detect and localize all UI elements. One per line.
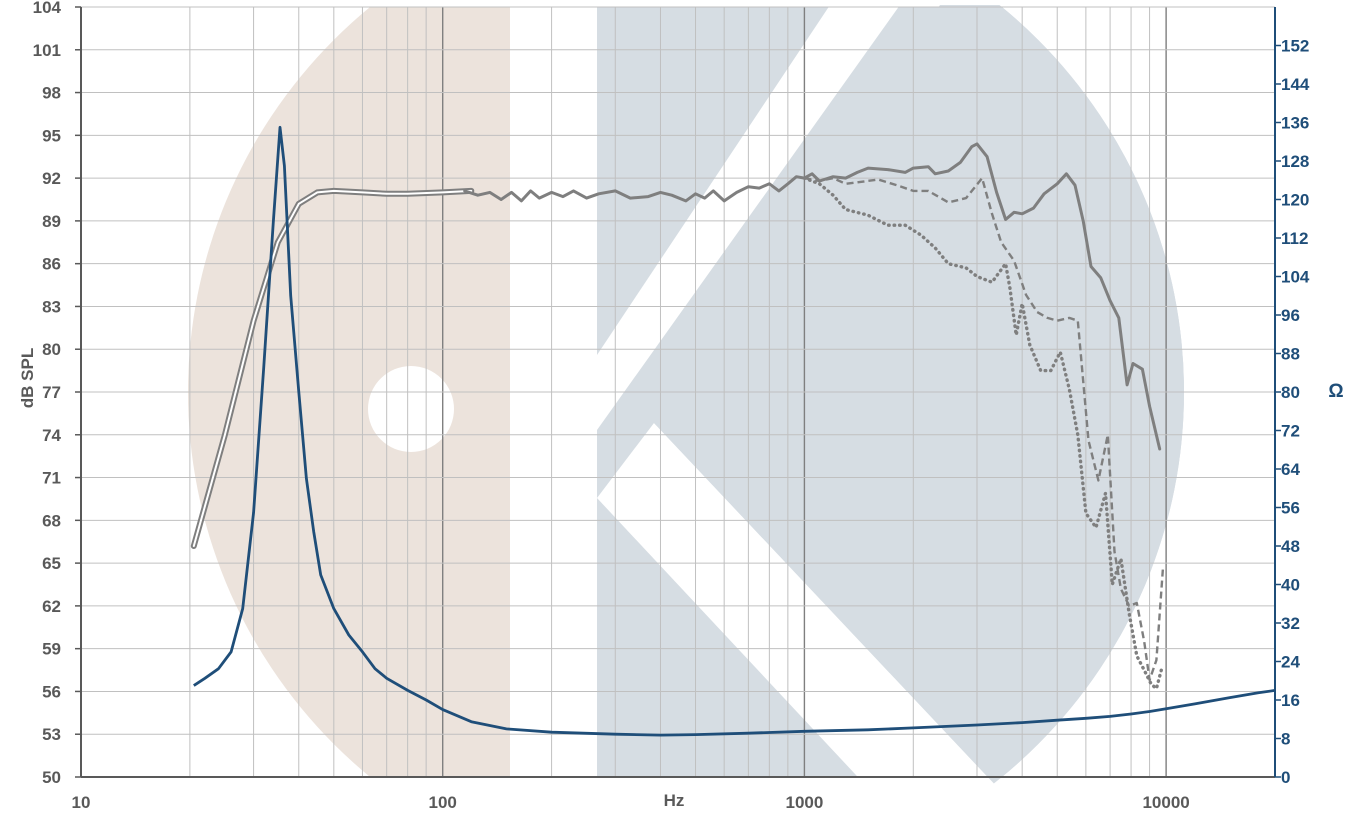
- left-tick-label: 89: [42, 212, 61, 231]
- series-line: [802, 176, 1163, 691]
- left-tick-label: 104: [33, 0, 62, 17]
- logo-k-arm: [654, 5, 1184, 790]
- right-tick-label: 136: [1281, 114, 1309, 133]
- left-tick-label: 101: [33, 41, 61, 60]
- left-tick-label: 50: [42, 768, 61, 787]
- left-tick-label: 68: [42, 511, 61, 530]
- right-tick-label: 64: [1281, 460, 1300, 479]
- left-tick-label: 53: [42, 725, 61, 744]
- right-tick-label: 88: [1281, 345, 1300, 364]
- right-tick-label: 56: [1281, 499, 1300, 518]
- left-tick-label: 77: [42, 383, 61, 402]
- right-tick-label: 24: [1281, 653, 1300, 672]
- left-axis-ticks: 104 101 98 95 92 89 86 83 80 77 74 71 68 65 62 59 56 53 50: [33, 0, 81, 787]
- left-tick-label: 98: [42, 84, 61, 103]
- logo-gap-lower: [597, 423, 1000, 790]
- left-tick-label: 71: [42, 469, 61, 488]
- right-tick-label: 48: [1281, 537, 1300, 556]
- x-tick-label: 1000: [785, 793, 823, 812]
- data-series: [190, 125, 1276, 737]
- right-tick-label: 104: [1281, 268, 1310, 287]
- right-tick-label: 120: [1281, 191, 1309, 210]
- left-tick-label: 80: [42, 340, 61, 359]
- logo-disc: [188, 5, 1184, 790]
- series-0-double: [190, 187, 475, 549]
- left-tick-label: 56: [42, 682, 61, 701]
- series-3-dotted: [802, 176, 1163, 691]
- right-tick-label: 80: [1281, 383, 1300, 402]
- left-tick-label: 95: [42, 126, 61, 145]
- y-axis-title: dB SPL: [18, 348, 37, 408]
- right-tick-label: 128: [1281, 152, 1309, 171]
- right-tick-label: 96: [1281, 306, 1300, 325]
- x-axis-title: Hz: [664, 791, 685, 810]
- right-tick-label: 144: [1281, 75, 1310, 94]
- right-tick-label: 112: [1281, 229, 1308, 248]
- right-tick-label: 32: [1281, 614, 1300, 633]
- x-tick-label: 100: [429, 793, 457, 812]
- x-axis-ticks: 10 100 1000 10000: [72, 793, 1190, 812]
- series-line: [193, 125, 1276, 737]
- right-tick-label: 72: [1281, 422, 1300, 441]
- series-line-inner: [192, 189, 473, 547]
- series-4-solid: [193, 125, 1276, 737]
- left-tick-label: 62: [42, 597, 61, 616]
- right-tick-label: 152: [1281, 37, 1309, 56]
- left-tick-label: 83: [42, 297, 61, 316]
- x-tick-label: 10: [72, 793, 91, 812]
- left-tick-label: 65: [42, 554, 61, 573]
- x-tick-label: 10000: [1142, 793, 1189, 812]
- y2-axis-title: Ω: [1328, 381, 1343, 402]
- left-tick-label: 74: [42, 426, 61, 445]
- left-tick-label: 59: [42, 640, 61, 659]
- logo-watermark: [188, 5, 1184, 790]
- right-tick-label: 8: [1281, 730, 1290, 749]
- right-tick-label: 16: [1281, 691, 1300, 710]
- logo-hole: [368, 366, 454, 452]
- right-axis-ticks: 1521441361281201121049688807264564840322…: [1275, 37, 1310, 787]
- left-tick-label: 92: [42, 169, 61, 188]
- left-tick-label: 86: [42, 255, 61, 274]
- right-tick-label: 40: [1281, 576, 1300, 595]
- right-tick-label: 0: [1281, 768, 1290, 787]
